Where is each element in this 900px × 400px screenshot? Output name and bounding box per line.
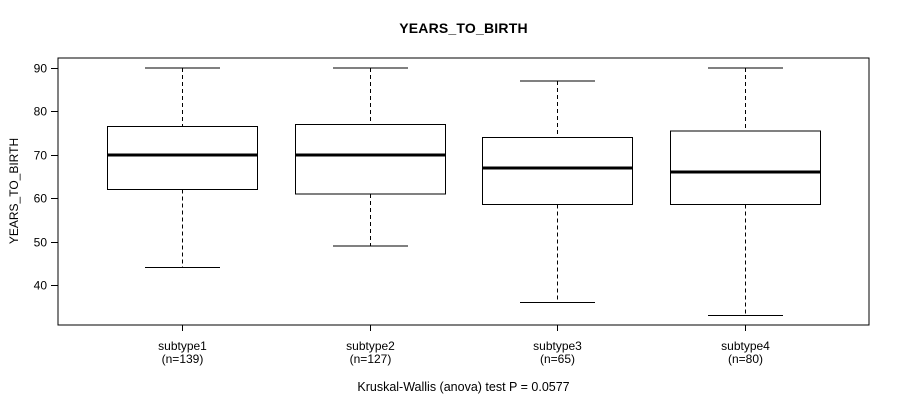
y-axis-tick-label: 40 bbox=[34, 279, 48, 293]
x-axis-group-sublabel: (n=139) bbox=[162, 352, 204, 366]
y-axis-tick-label: 70 bbox=[34, 149, 48, 163]
y-axis-tick-label: 50 bbox=[34, 236, 48, 250]
y-axis-tick-label: 60 bbox=[34, 192, 48, 206]
x-axis-group-label: subtype1 bbox=[158, 339, 207, 353]
x-axis-group-sublabel: (n=65) bbox=[540, 352, 575, 366]
x-axis-group-label: subtype2 bbox=[346, 339, 395, 353]
y-axis-tick-label: 80 bbox=[34, 105, 48, 119]
y-axis-tick-label: 90 bbox=[34, 62, 48, 76]
x-axis-group-label: subtype4 bbox=[721, 339, 770, 353]
x-axis-group-sublabel: (n=80) bbox=[728, 352, 763, 366]
x-axis-group-sublabel: (n=127) bbox=[350, 352, 392, 366]
boxplot-box bbox=[482, 136, 633, 206]
plot-frame bbox=[57, 57, 870, 326]
boxplot-box bbox=[107, 126, 258, 191]
boxplot-box bbox=[295, 123, 446, 195]
boxplot-box bbox=[670, 130, 821, 206]
chart-title: YEARS_TO_BIRTH bbox=[399, 20, 528, 36]
annotation-caption: Kruskal-Wallis (anova) test P = 0.0577 bbox=[357, 380, 570, 394]
x-axis-group-label: subtype3 bbox=[533, 339, 582, 353]
